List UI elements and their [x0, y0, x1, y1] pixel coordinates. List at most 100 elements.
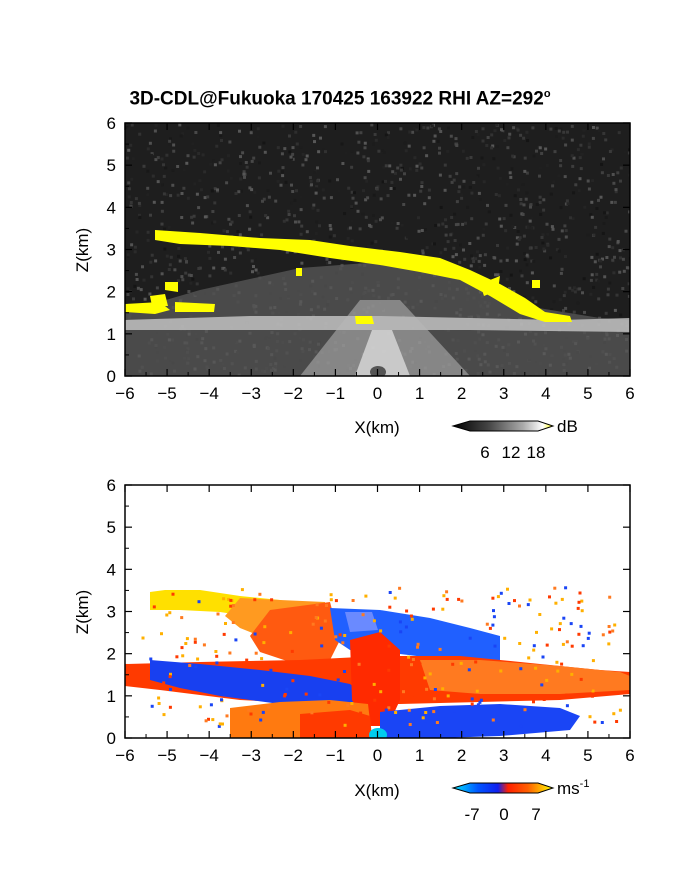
noise-speck: [515, 242, 519, 246]
noise-speck: [603, 211, 607, 215]
velocity-speck: [507, 602, 511, 605]
noise-speck: [430, 124, 434, 128]
noise-speck: [437, 127, 441, 131]
noise-speck: [258, 223, 262, 227]
noise-speck: [483, 263, 487, 267]
noise-speck: [219, 131, 223, 135]
noise-speck: [499, 270, 503, 273]
noise-speck: [433, 134, 437, 138]
noise-speck: [619, 179, 622, 183]
noise-speck: [248, 210, 252, 214]
noise-speck: [165, 193, 168, 197]
noise-speck: [523, 169, 527, 173]
velocity-speck: [442, 594, 446, 598]
noise-speck: [195, 192, 199, 196]
noise-speck: [391, 170, 395, 174]
velocity-speck: [168, 705, 172, 709]
noise-speck: [493, 129, 497, 133]
noise-speck: [189, 281, 193, 285]
noise-speck: [127, 195, 131, 199]
noise-speck: [572, 191, 576, 195]
ylabel-top: Z(km): [73, 228, 92, 272]
noise-speck: [150, 152, 154, 156]
noise-speck: [513, 226, 517, 229]
noise-speck: [138, 213, 141, 217]
velocity-speck: [171, 592, 175, 596]
velocity-speck: [388, 591, 392, 594]
noise-speck: [480, 156, 484, 160]
noise-speck: [557, 237, 561, 241]
noise-speck: [594, 225, 598, 229]
noise-speck: [508, 132, 512, 136]
top-xtick-label: 2: [457, 384, 466, 403]
noise-speck: [471, 136, 475, 139]
noise-speck: [212, 159, 216, 163]
noise-speck: [481, 233, 485, 237]
noise-speck: [252, 265, 255, 268]
noise-speck: [210, 189, 214, 193]
noise-speck: [245, 165, 249, 169]
noise-speck: [372, 142, 376, 146]
noise-speck: [242, 172, 246, 176]
noise-speck: [532, 260, 536, 264]
noise-speck: [299, 208, 303, 212]
velocity-speck: [565, 704, 569, 708]
velocity-speck: [157, 702, 161, 705]
velocity-speck: [607, 625, 611, 628]
noise-speck: [285, 218, 289, 222]
noise-speck: [597, 279, 601, 283]
noise-speck: [606, 287, 610, 291]
noise-speck: [497, 194, 501, 198]
noise-speck: [193, 182, 197, 186]
noise-speck: [519, 269, 523, 273]
noise-speck: [433, 242, 436, 246]
noise-speck: [459, 243, 463, 247]
noise-speck: [557, 174, 561, 178]
noise-speck: [509, 175, 513, 179]
noise-speck: [191, 142, 195, 146]
noise-speck: [443, 247, 447, 251]
noise-speck: [242, 170, 246, 174]
velocity-speck: [467, 668, 471, 672]
noise-speck: [600, 162, 604, 166]
noise-speck: [308, 176, 312, 180]
noise-speck: [509, 213, 513, 217]
noise-speck: [372, 214, 375, 217]
noise-speck: [213, 220, 217, 224]
noise-speck: [135, 278, 139, 281]
bottom-xtick-label: −1: [326, 746, 345, 765]
noise-speck: [162, 163, 165, 167]
noise-speck: [238, 129, 241, 133]
noise-speck: [290, 201, 294, 205]
noise-speck: [415, 168, 419, 172]
noise-speck: [291, 146, 295, 150]
velocity-speck: [289, 631, 293, 635]
noise-speck: [392, 187, 396, 190]
cloud-fragment-3: [150, 294, 168, 306]
noise-speck: [186, 154, 190, 158]
noise-speck: [628, 148, 630, 152]
noise-speck: [597, 129, 601, 133]
bottom-ytick-label: 1: [107, 687, 116, 706]
vel-low-blue: [380, 704, 580, 738]
velocity-speck: [402, 690, 405, 694]
colorbar-tick-0: 0: [499, 805, 508, 824]
velocity-speck: [194, 665, 198, 669]
noise-speck: [618, 270, 622, 274]
noise-speck: [219, 134, 223, 138]
noise-speck: [300, 261, 304, 265]
noise-speck: [184, 271, 188, 275]
velocity-speck: [416, 645, 419, 649]
noise-speck: [476, 133, 480, 136]
noise-speck: [521, 213, 525, 216]
noise-speck: [528, 246, 532, 250]
velocity-speck: [561, 642, 565, 646]
chart-title: 3D-CDL@Fukuoka 170425 163922 RHI AZ=292o: [0, 88, 680, 110]
noise-speck: [164, 166, 168, 170]
noise-speck: [477, 191, 481, 195]
noise-speck: [127, 187, 131, 191]
noise-speck: [513, 194, 517, 198]
noise-speck: [375, 187, 379, 191]
velocity-speck: [474, 660, 478, 664]
noise-speck: [628, 173, 630, 177]
